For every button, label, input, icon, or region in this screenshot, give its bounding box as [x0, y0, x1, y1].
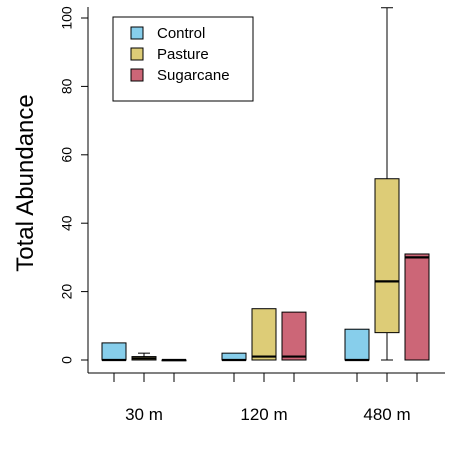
y-axis-label: Total Abundance: [12, 94, 39, 271]
boxes: [101, 7, 430, 362]
box-pasture-120m: [251, 308, 277, 361]
box-rect: [374, 178, 400, 334]
y-tick-label: 100: [59, 6, 75, 30]
box-pasture-30m: [131, 352, 157, 361]
legend-swatch-control: [130, 26, 144, 40]
box-sugarcane-120m: [281, 311, 307, 361]
box-rect: [251, 308, 277, 361]
legend-swatch-sugarcane: [130, 68, 144, 82]
y-tick-label: 40: [59, 215, 75, 231]
legend-label-sugarcane: Sugarcane: [157, 67, 230, 84]
y-tick-label: 0: [59, 356, 75, 364]
y-tick-label: 20: [59, 284, 75, 300]
box-rect: [281, 311, 307, 361]
box-control-480m: [344, 328, 370, 362]
axes: 0 20 40 60 80 100 30 m 120 m 480 m: [59, 6, 445, 424]
x-category-label: 480 m: [363, 405, 410, 424]
legend-swatch-pasture: [130, 47, 144, 61]
box-rect: [344, 328, 370, 361]
legend-label-control: Control: [157, 25, 205, 42]
legend: Control Pasture Sugarcane: [112, 16, 254, 102]
y-tick-label: 60: [59, 147, 75, 163]
box-sugarcane-30m: [161, 358, 187, 362]
box-rect: [101, 342, 127, 361]
x-category-label: 30 m: [125, 405, 163, 424]
box-sugarcane-480m: [404, 253, 430, 361]
y-tick-label: 80: [59, 78, 75, 94]
box-control-30m: [101, 342, 127, 362]
x-category-label: 120 m: [240, 405, 287, 424]
box-pasture-480m: [374, 7, 400, 361]
legend-label-pasture: Pasture: [157, 46, 209, 63]
box-rect: [404, 253, 430, 361]
box-control-120m: [221, 352, 247, 362]
